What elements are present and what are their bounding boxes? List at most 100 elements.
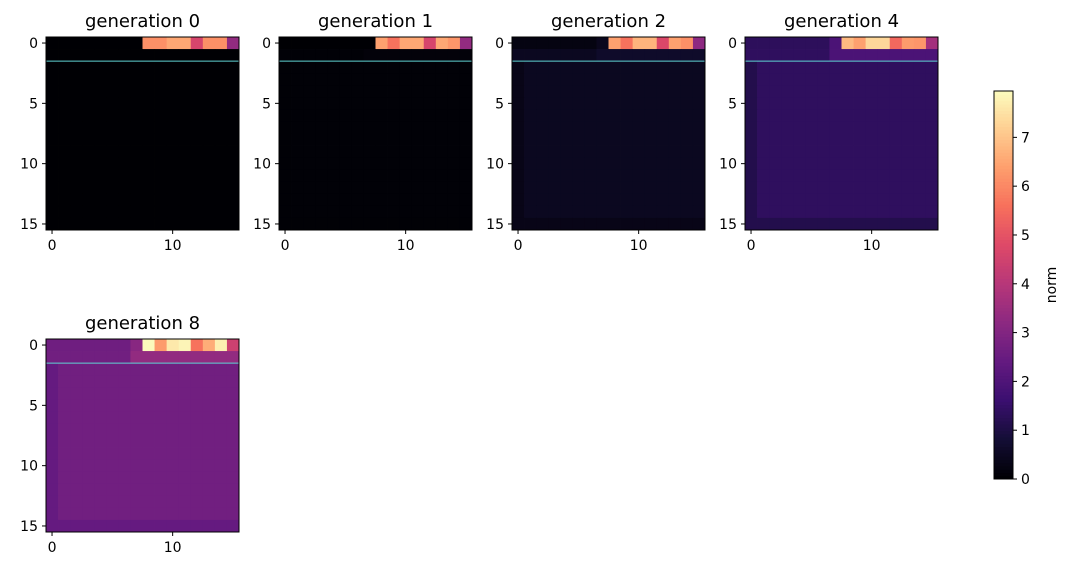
heatmap-cell xyxy=(375,85,388,98)
heatmap-cell xyxy=(202,519,216,533)
heatmap-cell xyxy=(608,133,621,146)
heatmap-cell xyxy=(291,85,304,98)
x-tick-label: 0 xyxy=(48,540,57,556)
colorbar-segment xyxy=(994,171,1013,176)
heatmap-cell xyxy=(130,109,143,122)
heatmap-cell xyxy=(925,133,939,146)
heatmap-cell xyxy=(58,483,71,497)
heatmap-cell xyxy=(841,73,854,86)
colorbar-segment xyxy=(994,145,1013,150)
heatmap-cell xyxy=(190,519,204,533)
heatmap-cell xyxy=(668,169,682,183)
heatmap-cell xyxy=(447,181,461,195)
heatmap-cell xyxy=(877,61,891,74)
heatmap-cell xyxy=(154,37,168,50)
heatmap-cell xyxy=(142,447,155,461)
heatmap-cell xyxy=(632,205,646,219)
heatmap-cell xyxy=(142,97,155,110)
heatmap-cell xyxy=(178,121,192,134)
heatmap-cell xyxy=(596,109,609,122)
heatmap-cell xyxy=(351,37,364,50)
heatmap-cell xyxy=(793,73,806,86)
heatmap-cell xyxy=(805,217,818,231)
y-tick-label: 10 xyxy=(20,157,38,173)
heatmap-cell xyxy=(584,157,597,171)
heatmap-cell xyxy=(166,133,180,146)
heatmap-cell xyxy=(745,169,758,183)
heatmap-cell xyxy=(668,49,682,62)
heatmap-cell xyxy=(70,169,83,183)
heatmap-cell xyxy=(70,375,83,388)
heatmap-cell xyxy=(303,217,316,231)
heatmap-cell xyxy=(411,85,425,98)
heatmap-cell xyxy=(608,217,621,231)
colorbar-segment xyxy=(994,333,1013,338)
colorbar-segment xyxy=(994,339,1013,344)
heatmap-panels: generation 0 0 5 10 15 0 10 generation 1 0 5 10 15 0… xyxy=(20,11,939,556)
heatmap-cell xyxy=(745,205,758,219)
heatmap-cell xyxy=(632,133,646,146)
heatmap-cell xyxy=(154,49,168,62)
heatmap-cell xyxy=(70,387,83,400)
heatmap-cell xyxy=(620,217,634,231)
heatmap-cell xyxy=(877,133,891,146)
colorbar-segment xyxy=(994,268,1013,273)
panel-title: generation 8 xyxy=(85,313,200,334)
heatmap-cell xyxy=(106,109,119,122)
heatmap-cell xyxy=(178,205,192,219)
heatmap-cell xyxy=(853,169,867,183)
heatmap-cell xyxy=(447,109,461,122)
heatmap-cell xyxy=(387,73,401,86)
y-tick-label: 5 xyxy=(29,398,38,414)
heatmap-cell xyxy=(459,169,473,183)
heatmap-cell xyxy=(82,483,95,497)
heatmap-cell xyxy=(375,133,388,146)
heatmap-cell xyxy=(459,181,473,195)
heatmap-cell xyxy=(130,351,143,364)
heatmap-cell xyxy=(82,399,95,412)
heatmap-cell xyxy=(387,157,401,171)
heatmap-cell xyxy=(190,37,204,50)
heatmap-cell xyxy=(632,49,646,62)
colorbar-tick-label: 0 xyxy=(1021,472,1030,488)
heatmap-cell xyxy=(512,109,525,122)
heatmap-cell xyxy=(106,351,119,364)
colorbar-tick-label: 7 xyxy=(1021,130,1030,146)
heatmap-cell xyxy=(351,109,364,122)
heatmap-cell xyxy=(46,73,59,86)
heatmap-cell xyxy=(608,85,621,98)
panel-title: generation 4 xyxy=(784,11,899,32)
heatmap-cell xyxy=(668,217,682,231)
heatmap-cell xyxy=(190,61,204,74)
heatmap-cell xyxy=(596,169,609,183)
heatmap-cell xyxy=(524,49,537,62)
heatmap-cell xyxy=(190,97,204,110)
heatmap-cell xyxy=(841,169,854,183)
heatmap-cell xyxy=(889,217,903,231)
heatmap-cell xyxy=(226,97,240,110)
heatmap-cell xyxy=(166,85,180,98)
colorbar-segment xyxy=(994,304,1013,309)
heatmap-cell xyxy=(889,145,903,159)
heatmap-cell xyxy=(178,217,192,231)
heatmap-cell xyxy=(166,387,180,400)
heatmap-cell xyxy=(925,49,939,62)
heatmap-cell xyxy=(399,181,413,195)
heatmap-panel-2: generation 2 0 5 10 15 0 10 xyxy=(486,11,706,254)
heatmap-cell xyxy=(279,85,292,98)
heatmap-cell xyxy=(178,495,192,509)
heatmap-cell xyxy=(745,85,758,98)
heatmap-cell xyxy=(303,85,316,98)
colorbar-segment xyxy=(994,139,1013,144)
heatmap-cell xyxy=(680,205,694,219)
heatmap-cell xyxy=(106,519,119,533)
heatmap-cell xyxy=(339,61,352,74)
heatmap-cell xyxy=(447,97,461,110)
heatmap-cell xyxy=(817,97,830,110)
heatmap-cell xyxy=(608,205,621,219)
heatmap-cell xyxy=(291,157,304,171)
heatmap-cell xyxy=(214,411,228,424)
heatmap-cell xyxy=(853,97,867,110)
heatmap-cell xyxy=(841,97,854,110)
heatmap-cell xyxy=(339,217,352,231)
